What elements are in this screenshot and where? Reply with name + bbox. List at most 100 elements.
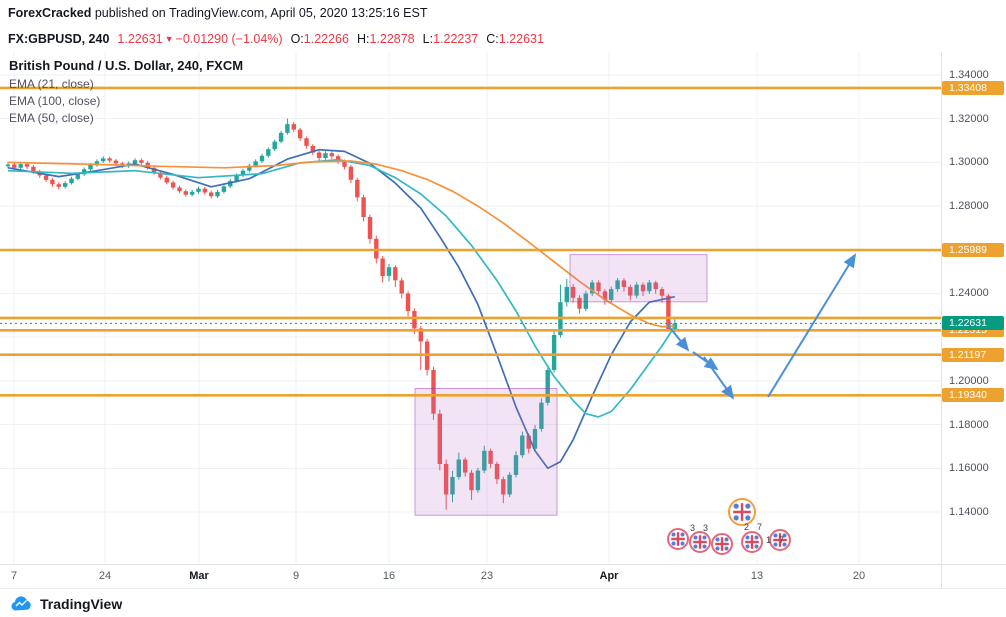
time-axis[interactable]: 7 24 Mar 9 16 23 Apr 13 20 [0, 564, 941, 589]
candle-body [545, 370, 550, 403]
flag-sticker[interactable] [728, 498, 756, 526]
candle-body [24, 164, 30, 167]
close-value: 1.22631 [498, 32, 544, 46]
price-change: −0.01290 (−1.04%) [175, 32, 283, 46]
candle-body [596, 282, 601, 292]
tradingview-logo-icon[interactable] [10, 595, 34, 612]
high-label: H: [356, 32, 370, 46]
flag-sticker[interactable] [711, 533, 733, 555]
candle-body [209, 192, 214, 197]
level-price-label: 1.25989 [942, 243, 1004, 257]
trend-arrow[interactable] [692, 351, 719, 371]
candle-body [482, 450, 487, 471]
publication-text: published on TradingView.com, April 05, … [91, 6, 428, 20]
candle-body [228, 180, 233, 187]
candle-body [88, 165, 93, 170]
candle-body [615, 280, 620, 290]
candle-body [577, 297, 582, 309]
trend-arrow[interactable] [703, 356, 735, 400]
candle-body [139, 160, 144, 163]
candle-body [151, 167, 157, 173]
axis-corner [941, 564, 1006, 589]
flag-sticker[interactable] [689, 531, 711, 553]
candle-body [564, 286, 569, 303]
candle-body [666, 295, 671, 331]
symbol-ohlc-bar: FX:GBPUSD, 240 1.22631 ▼ −0.01290 (−1.04%) O… [0, 26, 1006, 52]
candle-body [399, 280, 404, 294]
trend-arrow[interactable] [767, 253, 857, 398]
candle-body [456, 459, 461, 477]
price-chart-canvas[interactable]: 3 3 2 71 7 [0, 52, 941, 564]
price-tick: 1.16000 [949, 462, 989, 475]
consolidation-box[interactable] [414, 388, 558, 516]
price-tick: 1.32000 [949, 112, 989, 125]
candle-body [240, 170, 246, 176]
candle-body [196, 188, 201, 192]
trend-arrow[interactable] [666, 323, 690, 352]
candle-body [469, 472, 474, 491]
consolidation-box[interactable] [569, 254, 708, 303]
candle-body [31, 166, 36, 172]
price-tick: 1.24000 [949, 287, 989, 300]
candle-body [177, 187, 182, 192]
flag-sticker[interactable] [667, 528, 689, 550]
candle-body [621, 280, 627, 287]
candle-body [475, 470, 481, 491]
open-label: O: [290, 32, 304, 46]
low-label: L: [422, 32, 434, 46]
low-value: 1.22237 [433, 32, 479, 46]
time-tick: Apr [599, 570, 619, 582]
candle-body [329, 153, 334, 157]
time-tick: 20 [852, 570, 866, 582]
flag-sticker[interactable] [769, 529, 791, 551]
ema-line[interactable] [7, 160, 675, 328]
candle-body [361, 197, 366, 217]
candle-body [82, 169, 87, 175]
candle-body [520, 435, 525, 456]
candle-body [513, 455, 519, 475]
candle-body [570, 286, 576, 298]
high-value: 1.22878 [369, 32, 415, 46]
candle-body [75, 174, 80, 179]
ema-line[interactable] [7, 158, 676, 418]
candle-body [323, 153, 328, 158]
candle-body [418, 328, 423, 342]
candle-body [107, 158, 112, 161]
candle-body [215, 191, 220, 197]
candle-body [189, 191, 195, 195]
candle-body [278, 132, 284, 142]
flag-sticker[interactable] [741, 531, 763, 553]
author-name[interactable]: ForexCracked [8, 6, 92, 20]
candle-body [69, 178, 74, 184]
candle-body [443, 463, 449, 495]
time-tick: 7 [10, 570, 18, 582]
candle-body [653, 282, 658, 290]
candle-body [297, 129, 303, 139]
candle-body [609, 289, 614, 300]
candle-body [380, 258, 385, 276]
sticker-digit: 3 [690, 523, 695, 533]
candle-body [113, 160, 119, 164]
ema-line[interactable] [7, 148, 675, 470]
time-tick: 24 [98, 570, 112, 582]
time-tick: 23 [480, 570, 494, 582]
candle-body [266, 149, 271, 156]
candle-body [291, 124, 296, 130]
candle-body [221, 186, 227, 192]
candle-body [336, 156, 341, 162]
candle-body [132, 160, 138, 164]
candle-body [247, 165, 252, 171]
tradingview-wordmark[interactable]: TradingView [40, 595, 123, 612]
symbol-name[interactable]: FX:GBPUSD, 240 [8, 32, 110, 46]
candle-body [63, 183, 68, 187]
price-tick: 1.18000 [949, 418, 989, 431]
candle-body [374, 238, 379, 259]
candle-body [50, 179, 55, 185]
price-axis[interactable]: 1.34000 1.32000 1.30000 1.28000 1.24000 1.200… [941, 52, 1006, 564]
sticker-digit: 1 [766, 535, 771, 545]
candle-body [412, 311, 417, 329]
candle-body [259, 155, 265, 162]
publication-bar: ForexCracked published on TradingView.co… [0, 0, 1006, 26]
candle-body [5, 164, 11, 167]
